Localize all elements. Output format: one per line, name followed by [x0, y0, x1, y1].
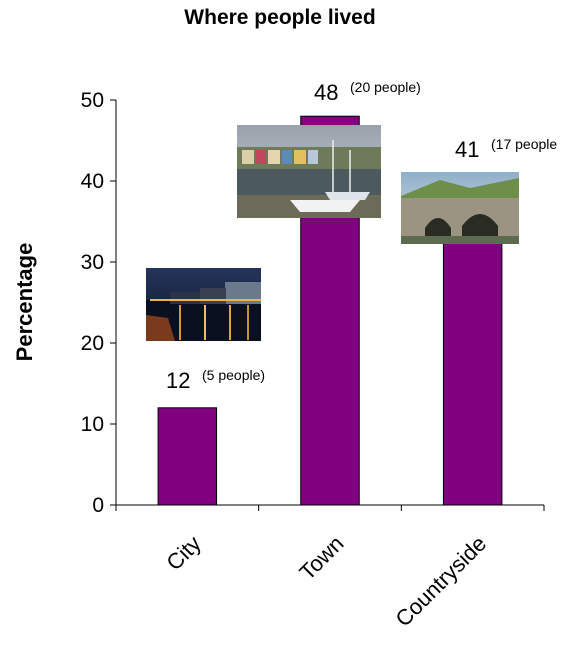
countryside-photo [401, 172, 519, 244]
x-category-label: Countryside [391, 531, 492, 632]
y-tick-label: 0 [92, 494, 104, 517]
x-category-label: Town [295, 531, 349, 585]
data-label-value: 41 [455, 137, 479, 162]
data-label-value: 12 [166, 368, 190, 393]
data-label-note: (5 people) [202, 367, 265, 383]
x-category-label: City [161, 531, 205, 575]
y-tick-label: 20 [81, 332, 104, 355]
y-tick-label: 40 [81, 170, 104, 193]
chart-title: Where people lived [184, 6, 376, 29]
y-axis-label: Percentage [12, 243, 37, 362]
y-tick-label: 10 [81, 413, 104, 436]
city-photo [146, 268, 261, 341]
data-label-note: (17 people [491, 136, 557, 152]
bar-city [157, 407, 218, 506]
data-label-note: (20 people) [350, 79, 421, 95]
y-tick-label: 30 [81, 251, 104, 274]
y-tick-label: 50 [81, 89, 104, 112]
town-photo [237, 125, 381, 218]
data-label-value: 48 [314, 80, 338, 105]
